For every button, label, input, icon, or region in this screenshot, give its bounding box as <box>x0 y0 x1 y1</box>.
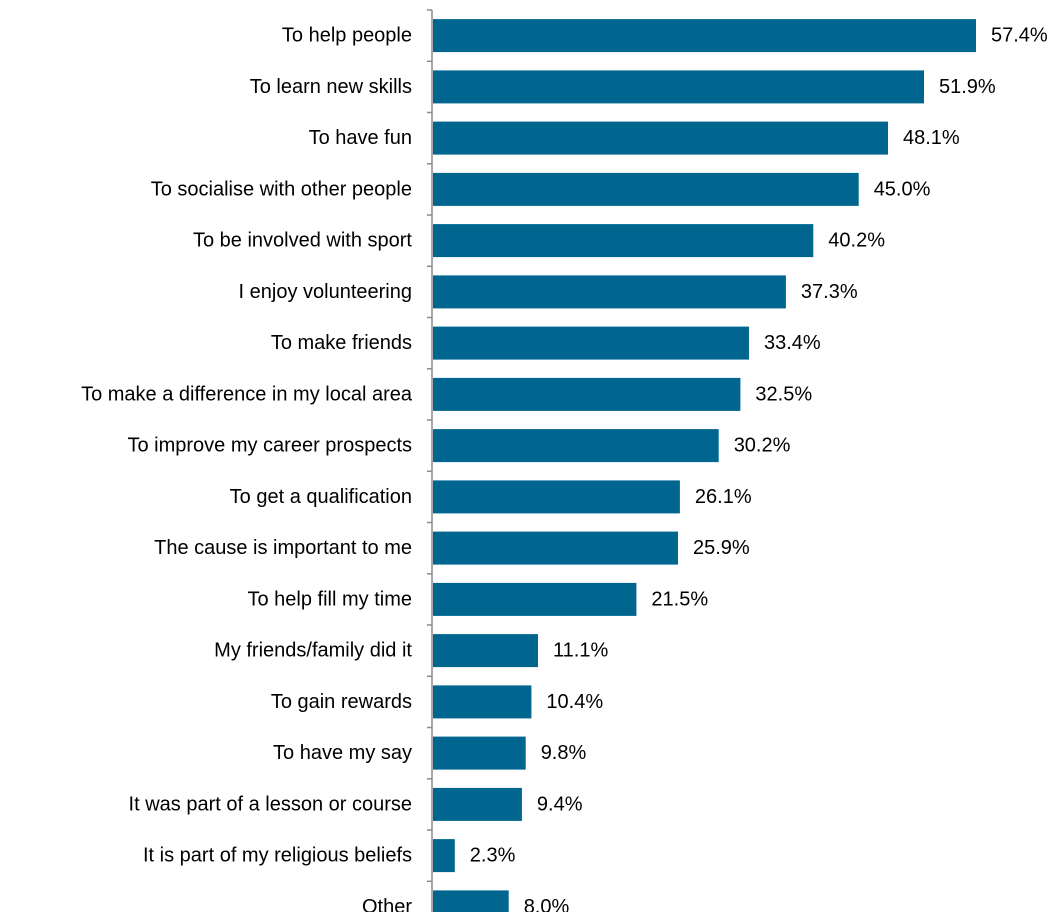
bar <box>433 326 749 360</box>
value-label: 2.3% <box>470 845 516 867</box>
value-label: 26.1% <box>695 486 752 508</box>
bar <box>433 19 976 53</box>
category-label: My friends/family did it <box>214 640 412 662</box>
value-label: 21.5% <box>651 588 708 610</box>
category-axis <box>427 9 433 912</box>
category-label: It was part of a lesson or course <box>129 793 412 815</box>
value-label: 10.4% <box>546 691 603 713</box>
value-label: 25.9% <box>693 537 750 559</box>
category-label: To learn new skills <box>250 76 412 98</box>
bar <box>433 582 637 616</box>
category-label: To help people <box>282 25 412 47</box>
value-label: 33.4% <box>764 332 821 354</box>
value-label: 32.5% <box>755 383 812 405</box>
bar <box>433 480 680 514</box>
bar <box>433 736 526 770</box>
value-label: 57.4% <box>991 25 1048 47</box>
value-label: 8.0% <box>524 896 570 912</box>
bar <box>433 121 888 155</box>
category-label: To have fun <box>309 127 412 149</box>
value-label: 51.9% <box>939 76 996 98</box>
category-label: To improve my career prospects <box>127 435 412 457</box>
value-label: 48.1% <box>903 127 960 149</box>
bar <box>433 275 786 309</box>
value-label: 9.8% <box>541 742 587 764</box>
category-labels-group: To help people To learn new skills To have… <box>81 25 413 912</box>
category-label: It is part of my religious beliefs <box>143 845 412 867</box>
category-label: The cause is important to me <box>154 537 412 559</box>
bar <box>433 634 538 668</box>
bar <box>433 787 522 821</box>
category-label: To socialise with other people <box>151 178 412 200</box>
category-label: To help fill my time <box>248 588 413 610</box>
category-label: To have my say <box>273 742 412 764</box>
value-label: 11.1% <box>553 640 608 662</box>
category-label: To make a difference in my local area <box>81 383 413 405</box>
category-label: I enjoy volunteering <box>239 281 412 303</box>
value-label: 40.2% <box>828 230 885 252</box>
bar <box>433 70 924 104</box>
value-label: 45.0% <box>874 178 931 200</box>
bar <box>433 429 719 463</box>
value-label: 9.4% <box>537 793 583 815</box>
value-label: 37.3% <box>801 281 858 303</box>
category-label: To make friends <box>271 332 412 354</box>
category-label: To gain rewards <box>271 691 412 713</box>
category-label: Other <box>362 896 412 912</box>
bar <box>433 172 859 206</box>
bar <box>433 890 509 912</box>
value-label: 30.2% <box>734 435 791 457</box>
bar <box>433 377 741 411</box>
bar <box>433 839 455 873</box>
category-label: To get a qualification <box>230 486 412 508</box>
bar <box>433 224 814 258</box>
bar <box>433 685 532 719</box>
bar <box>433 531 678 565</box>
category-label: To be involved with sport <box>193 230 412 252</box>
bars-group <box>433 19 976 912</box>
value-labels-group: 57.4% 51.9% 48.1% 45.0% 40.2% 37.3% 33.4% 32.5%… <box>470 25 1048 912</box>
